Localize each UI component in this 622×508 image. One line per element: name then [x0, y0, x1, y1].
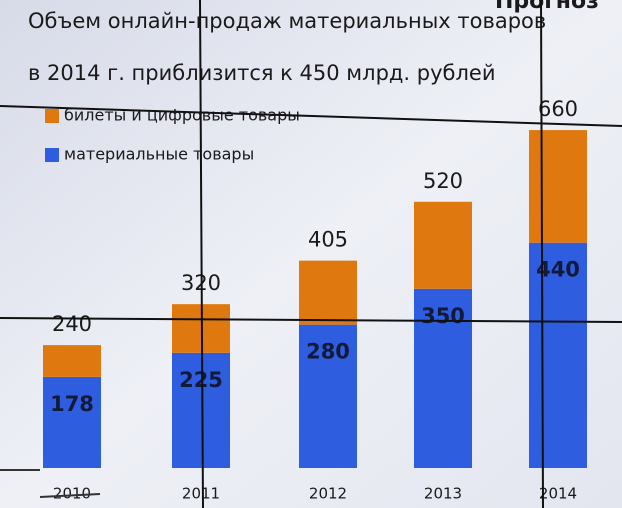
legend-swatch	[45, 148, 59, 162]
bar-segment	[172, 352, 230, 468]
bar-segment	[414, 201, 472, 289]
bar-segment	[299, 260, 357, 325]
axis-fragment	[39, 493, 101, 498]
segment-label: 280	[306, 340, 350, 364]
frame-line	[540, 0, 544, 508]
chart-subtitle: в 2014 г. приблизится к 450 млрд. рублей	[28, 61, 495, 85]
frame-line	[0, 105, 622, 127]
chart-title: Объем онлайн-продаж материальных товаров	[28, 9, 546, 33]
segment-label: 225	[179, 368, 223, 392]
segment-label: 350	[421, 304, 465, 328]
bar-segment	[43, 345, 101, 377]
segment-label: 178	[50, 392, 94, 416]
annotation: Прогноз	[495, 0, 599, 14]
plot: 1782402010225320201128040520123505202013…	[43, 97, 587, 503]
x-tick-label: 2013	[424, 485, 462, 503]
frame-line	[0, 317, 622, 323]
legend-label: материальные товары	[64, 145, 254, 164]
legend-swatch	[45, 109, 59, 123]
total-label: 520	[423, 169, 463, 193]
bar-segment	[529, 242, 587, 468]
total-label: 240	[52, 312, 92, 336]
x-tick-label: 2010	[53, 485, 91, 503]
x-tick-label: 2014	[539, 485, 577, 503]
segment-label: 440	[536, 258, 580, 282]
bar-segment	[299, 324, 357, 468]
bar-segment	[529, 130, 587, 243]
bar-segment	[414, 288, 472, 468]
x-tick-label: 2011	[182, 485, 220, 503]
total-label: 405	[308, 228, 348, 252]
x-tick-label: 2012	[309, 485, 347, 503]
bar-segment	[43, 376, 101, 468]
total-label: 660	[538, 97, 578, 121]
frame-line	[199, 0, 204, 508]
